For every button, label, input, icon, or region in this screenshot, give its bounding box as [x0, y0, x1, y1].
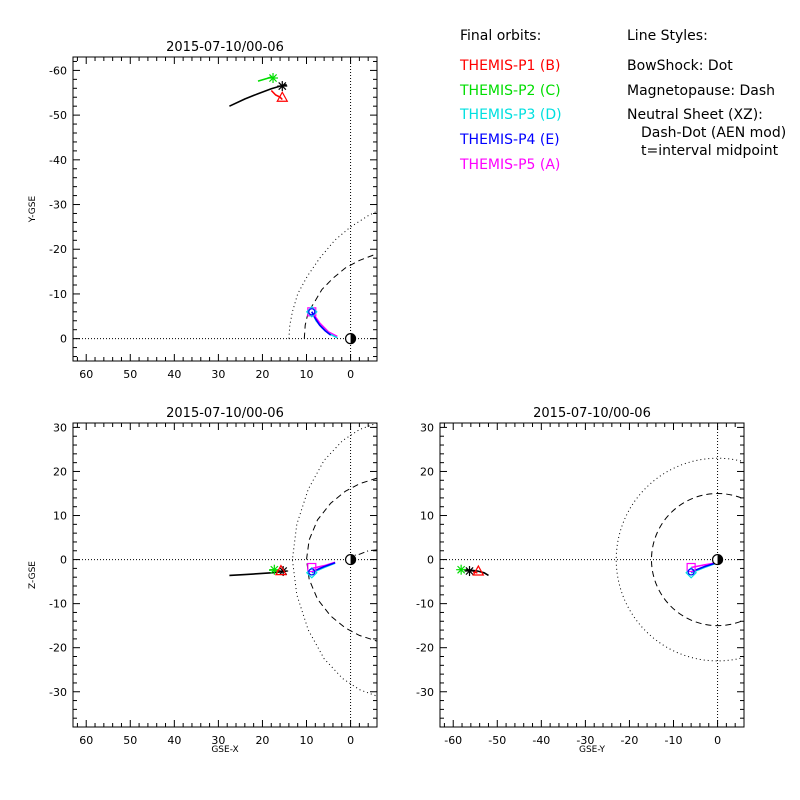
y-tick-label: 10 — [53, 510, 67, 523]
x-tick-label: 40 — [167, 734, 181, 747]
style-interval-midpoint: t=interval midpoint — [641, 143, 779, 159]
bowshock-curve — [288, 210, 377, 339]
plot-frame — [72, 56, 378, 362]
triangle-marker — [276, 90, 289, 102]
legend-themis-p5: THEMIS-P5 (A) — [460, 157, 561, 173]
y-tick-label: 10 — [420, 510, 434, 523]
x-tick-label: 0 — [714, 734, 721, 747]
x-axis-label: GSE-Y — [579, 745, 606, 755]
plot-frame — [72, 422, 378, 728]
x-tick-label: 20 — [255, 368, 269, 381]
y-tick-label: -10 — [49, 598, 67, 611]
plot-title: 2015-07-10/00-06 — [166, 40, 284, 55]
plot-area — [73, 423, 377, 727]
y-axis-label: Y-GSE — [28, 196, 38, 224]
circle-marker — [308, 568, 316, 576]
x-tick-label: -10 — [665, 734, 683, 747]
orbit-line — [229, 570, 287, 577]
x-tick-label: 30 — [211, 368, 225, 381]
star-marker — [277, 81, 288, 92]
x-tick-label: 50 — [123, 368, 137, 381]
y-tick-label: 30 — [420, 421, 434, 434]
star-marker — [268, 73, 279, 84]
triangle-marker — [274, 564, 287, 576]
x-tick-label: -30 — [576, 734, 594, 747]
bowshock-circle — [615, 457, 744, 662]
plot-frame — [439, 422, 745, 728]
y-tick-label: 30 — [53, 421, 67, 434]
y-tick-label: -30 — [416, 686, 434, 699]
x-tick-label: 50 — [123, 734, 137, 747]
plot-area — [440, 423, 744, 727]
y-tick-label: -10 — [49, 288, 67, 301]
y-tick-label: -30 — [49, 199, 67, 212]
x-tick-label: -40 — [532, 734, 550, 747]
star-marker — [269, 564, 280, 575]
y-axis-label: Z-GSE — [28, 561, 38, 589]
legend-themis-p3: THEMIS-P3 (D) — [460, 107, 562, 123]
y-tick-label: 20 — [420, 465, 434, 478]
plot-panel-3: -60 -50 -40 -30 -20 -10 0 30 20 10 0 -10 -20 -30 2015-… — [416, 406, 745, 755]
x-tick-label: 60 — [79, 734, 93, 747]
x-tick-label: 10 — [300, 734, 314, 747]
y-tick-label: -40 — [49, 154, 67, 167]
y-tick-label: -20 — [49, 642, 67, 655]
line-styles-title: Line Styles: — [627, 28, 708, 44]
y-tick-label: -20 — [416, 642, 434, 655]
triangle-marker — [472, 564, 485, 576]
y-tick-label: -30 — [49, 686, 67, 699]
earth-night-half — [350, 554, 356, 565]
x-tick-label: 60 — [79, 368, 93, 381]
plot-panel-2: 60 50 40 30 20 10 0 30 20 10 0 -10 -20 -30 2015-07-10/… — [28, 406, 378, 755]
x-tick-label: 30 — [211, 734, 225, 747]
orbit-line — [311, 311, 338, 338]
orbit-line — [270, 89, 283, 101]
earth-night-half — [350, 333, 356, 344]
plot-panel-1: 60 50 40 30 20 10 0 -60 -50 -40 -30 -20 -10 0 2015-07-… — [28, 40, 378, 381]
y-tick-label: 0 — [60, 333, 67, 346]
x-tick-label: -20 — [620, 734, 638, 747]
y-tick-label: 0 — [60, 554, 67, 567]
legend-themis-p4: THEMIS-P4 (E) — [460, 132, 560, 148]
orbit-line — [257, 75, 273, 82]
y-tick-label: 0 — [427, 554, 434, 567]
style-magnetopause: Magnetopause: Dash — [627, 83, 776, 99]
plot-title: 2015-07-10/00-06 — [533, 406, 651, 421]
orbits-legend-title: Final orbits: — [460, 28, 542, 44]
circle-marker — [308, 308, 316, 316]
magnetopause-curve — [303, 253, 377, 339]
square-marker — [686, 562, 696, 573]
x-tick-label: 0 — [347, 734, 354, 747]
style-bowshock: BowShock: Dot — [627, 58, 733, 74]
earth-night-half — [717, 554, 723, 565]
x-tick-label: 40 — [167, 368, 181, 381]
plot-area — [73, 57, 377, 361]
star-marker — [456, 564, 467, 575]
x-tick-label: 20 — [255, 734, 269, 747]
legend-themis-p2: THEMIS-P2 (C) — [460, 83, 561, 99]
legend-themis-p1: THEMIS-P1 (B) — [460, 58, 561, 74]
square-marker — [307, 307, 317, 317]
x-tick-label: 0 — [347, 368, 354, 381]
x-tick-label: -50 — [488, 734, 506, 747]
neutral-sheet-curve — [350, 549, 377, 557]
x-axis-label: GSE-X — [211, 745, 238, 755]
star-marker — [464, 566, 475, 577]
y-tick-label: -60 — [49, 64, 67, 77]
plot-title: 2015-07-10/00-06 — [166, 406, 284, 421]
magnetopause-curve — [305, 477, 377, 642]
x-tick-label: 10 — [300, 368, 314, 381]
style-dash-dot: Dash-Dot (AEN mod) — [641, 125, 787, 141]
x-tick-label: -60 — [444, 734, 462, 747]
y-tick-label: -10 — [416, 598, 434, 611]
magnetopause-circle — [650, 493, 744, 627]
y-tick-label: 20 — [53, 465, 67, 478]
style-neutral-sheet: Neutral Sheet (XZ): — [627, 107, 763, 123]
y-tick-label: -50 — [49, 109, 67, 122]
diamond-marker — [305, 305, 318, 318]
y-tick-label: -20 — [49, 243, 67, 256]
square-marker — [307, 562, 317, 573]
circle-marker — [687, 568, 695, 576]
